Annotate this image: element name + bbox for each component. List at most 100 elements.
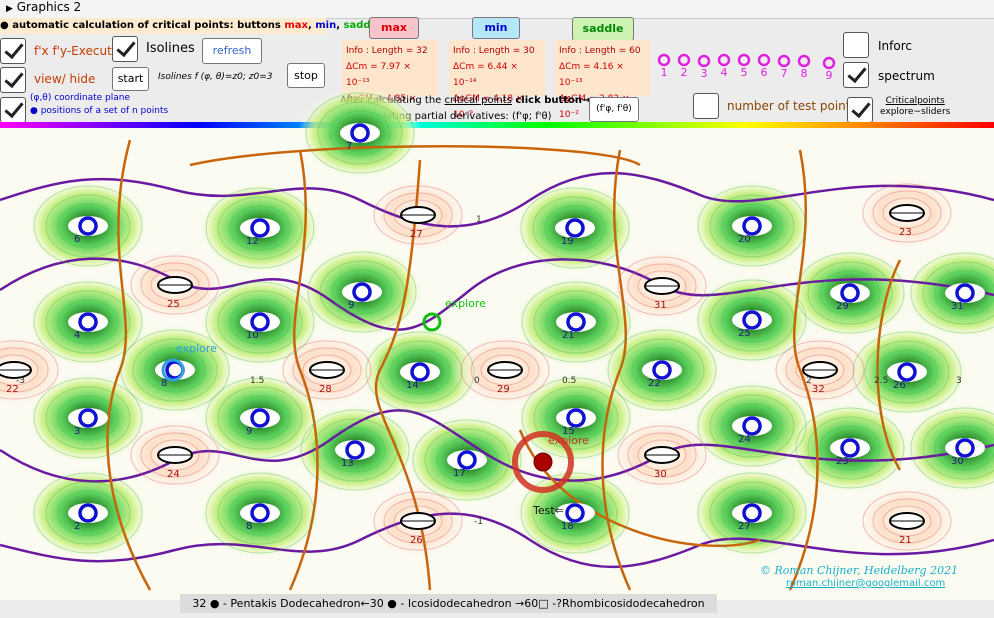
refresh-button[interactable]: refresh — [202, 38, 262, 64]
max-button[interactable]: max — [369, 17, 419, 39]
plane-label: (φ,θ) coordinate plane — [30, 93, 131, 103]
minimum-label: 2 — [74, 521, 80, 532]
contour — [934, 270, 994, 316]
maximum-label: 27 — [410, 229, 423, 240]
contour — [545, 299, 607, 345]
test-number: 3 — [701, 67, 708, 80]
min-highlight — [342, 282, 382, 302]
contour — [57, 299, 119, 345]
contour — [377, 340, 463, 404]
explore-point — [422, 312, 442, 332]
checkbox[interactable] — [847, 97, 873, 123]
axis-label: 0.5 — [562, 376, 576, 386]
test-point — [777, 54, 791, 68]
minimum — [565, 218, 585, 238]
header-max: max — [284, 20, 308, 31]
min-highlight — [732, 416, 772, 436]
minimum-label: 9 — [348, 300, 354, 311]
contour — [57, 203, 119, 249]
minimum-label: 19 — [561, 236, 574, 247]
maximum-region — [0, 330, 69, 410]
checkbox[interactable] — [843, 32, 869, 58]
maximum-label: 32 — [812, 384, 825, 395]
checkbox[interactable] — [0, 67, 26, 93]
text: click button→ — [511, 95, 591, 106]
start-button[interactable]: start — [112, 67, 149, 91]
contour — [617, 425, 707, 485]
checkbox[interactable] — [0, 38, 26, 64]
min-highlight — [945, 438, 985, 458]
contour — [619, 338, 705, 402]
contour — [383, 192, 453, 238]
contour — [120, 329, 230, 411]
minimum — [955, 438, 975, 458]
contour — [533, 290, 619, 354]
info-line: Info : Length = 32 — [346, 46, 428, 56]
minimum — [652, 360, 672, 380]
critical-label: Criticalpoints explore−sliders — [880, 96, 950, 118]
contour — [876, 349, 938, 395]
min-highlight — [555, 503, 595, 523]
checkbox[interactable] — [112, 36, 138, 62]
minimum — [742, 416, 762, 436]
minimum — [742, 216, 762, 236]
contour — [393, 505, 443, 537]
axis-label: 2.5 — [874, 376, 888, 386]
explore-point — [533, 452, 553, 472]
contour — [45, 194, 131, 258]
contour — [521, 281, 631, 363]
contour — [520, 187, 630, 269]
minimum — [565, 503, 585, 523]
test-point — [697, 54, 711, 68]
spectrum-bar — [0, 122, 994, 128]
contour — [862, 491, 952, 551]
contour — [709, 394, 795, 458]
contour — [292, 347, 362, 393]
contour — [383, 498, 453, 544]
minimum-label: 24 — [738, 434, 751, 445]
minimum — [566, 408, 586, 428]
info-line: Info : Length = 60 — [559, 46, 641, 56]
minimum — [250, 218, 270, 238]
contour — [305, 92, 415, 174]
contour — [819, 425, 881, 471]
derivatives-button[interactable]: (f'φ, f'θ) — [589, 97, 639, 122]
min-highlight — [555, 218, 595, 238]
minimum-label: 17 — [453, 468, 466, 479]
isoline — [0, 512, 994, 569]
maximum-label: 21 — [899, 535, 912, 546]
info-line: Info : Length = 30 — [453, 46, 535, 56]
contour — [807, 261, 893, 325]
contour — [627, 263, 697, 309]
checkbox[interactable] — [693, 93, 719, 119]
min-highlight — [830, 283, 870, 303]
contour — [0, 347, 49, 393]
contour — [205, 187, 315, 269]
minimum — [250, 408, 270, 428]
contour — [544, 205, 606, 251]
contour — [872, 498, 942, 544]
contour — [282, 340, 372, 400]
contour — [697, 185, 807, 267]
contour — [627, 432, 697, 478]
isolines-formula: Isolines f (φ, θ)=z0; z0=3 — [158, 72, 273, 82]
contour — [130, 255, 220, 315]
minimum-label: 20 — [738, 234, 751, 245]
header-min: min — [315, 20, 337, 31]
contour — [229, 299, 291, 345]
stop-button[interactable]: stop — [287, 63, 325, 88]
maximum-label: 25 — [167, 299, 180, 310]
maximum-label: 29 — [497, 384, 510, 395]
contour — [33, 472, 143, 554]
minimum-label: 10 — [246, 330, 259, 341]
checkbox[interactable] — [843, 62, 869, 88]
minimum — [250, 312, 270, 332]
contour — [460, 340, 550, 400]
contour — [872, 190, 942, 236]
minimum-label: 8 — [161, 378, 167, 389]
min-highlight — [240, 218, 280, 238]
minimum-label: 14 — [406, 380, 419, 391]
test-point — [737, 53, 751, 67]
min-button[interactable]: min — [472, 17, 520, 39]
